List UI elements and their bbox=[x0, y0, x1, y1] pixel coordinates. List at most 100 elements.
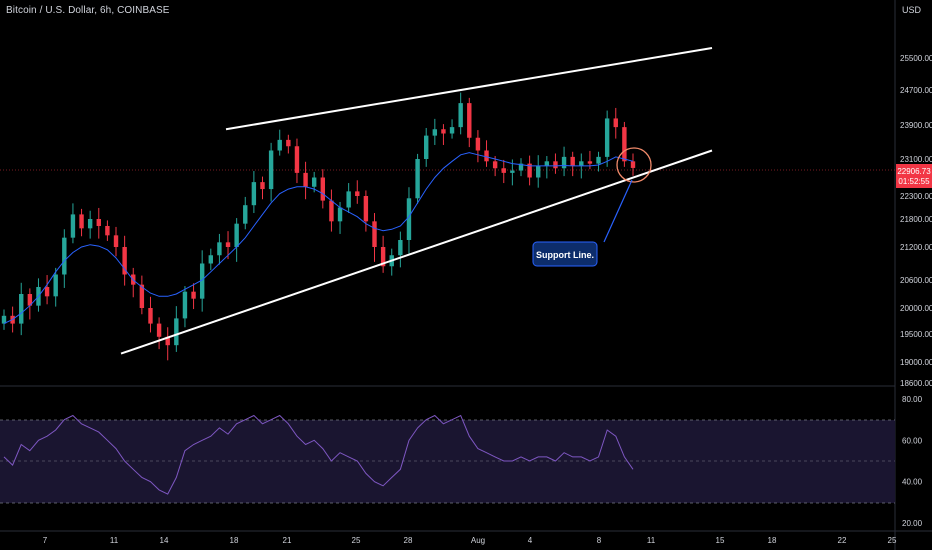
candle-body bbox=[475, 137, 481, 151]
time-tick-label: Aug bbox=[471, 536, 485, 545]
chart-title: Bitcoin / U.S. Dollar, 6h, COINBASE bbox=[6, 5, 170, 16]
time-axis-ticks: 7 11 14 18 21 25 28 Aug 4 8 11 15 18 22 25 bbox=[43, 536, 897, 545]
candle-body bbox=[251, 182, 257, 206]
candle-body bbox=[277, 139, 282, 151]
time-tick-label: 7 bbox=[43, 536, 48, 545]
bar-countdown: 01:52:55 bbox=[898, 177, 930, 186]
candle-body bbox=[268, 150, 274, 190]
candle-body bbox=[182, 291, 188, 319]
candle-body bbox=[174, 318, 179, 346]
rsi-tick-label: 80.00 bbox=[902, 395, 923, 404]
candle-body bbox=[208, 255, 213, 264]
candle-body bbox=[492, 161, 498, 169]
candle-body bbox=[363, 196, 369, 222]
price-tick-label: 22300.00 bbox=[900, 192, 932, 201]
candle-body bbox=[27, 294, 33, 306]
candle-body bbox=[148, 308, 153, 324]
candle-body bbox=[544, 161, 550, 166]
candle-body bbox=[587, 161, 593, 164]
rsi-tick-label: 20.00 bbox=[902, 519, 923, 528]
time-tick-label: 14 bbox=[160, 536, 169, 545]
candle-body bbox=[613, 118, 618, 128]
candle-body bbox=[630, 161, 636, 168]
candle-body bbox=[165, 336, 170, 346]
time-tick-label: 22 bbox=[838, 536, 847, 545]
candle-body bbox=[19, 294, 24, 324]
price-tick-label: 23100.00 bbox=[900, 155, 932, 164]
candle-body bbox=[518, 163, 524, 171]
price-tick-label: 23900.00 bbox=[900, 121, 932, 130]
rsi-axis-ticks: 80.00 60.00 40.00 20.00 bbox=[902, 395, 923, 528]
candle-body bbox=[105, 226, 110, 236]
support-trendline[interactable] bbox=[120, 149, 713, 355]
candle-body bbox=[441, 129, 446, 134]
candle-body bbox=[243, 205, 248, 224]
candle-body bbox=[596, 156, 601, 164]
candle-body bbox=[415, 159, 420, 199]
rsi-tick-label: 40.00 bbox=[902, 478, 923, 487]
candle-body bbox=[449, 127, 455, 134]
candle-body bbox=[355, 191, 360, 196]
candle-body bbox=[113, 235, 119, 247]
candle-body bbox=[311, 177, 317, 187]
candle-body bbox=[199, 263, 205, 299]
support-line-callout-text: Support Line. bbox=[536, 250, 594, 260]
candle-body bbox=[501, 168, 506, 173]
candle-body bbox=[156, 323, 162, 337]
candle-body bbox=[329, 200, 334, 222]
candle-body bbox=[510, 170, 515, 173]
time-tick-label: 25 bbox=[888, 536, 897, 545]
moving-average-line bbox=[3, 152, 634, 325]
candle-body bbox=[536, 165, 541, 178]
price-axis-ticks: 25500.00 24700.00 23900.00 23100.00 22300.00… bbox=[900, 54, 932, 388]
time-tick-label: 8 bbox=[597, 536, 602, 545]
resistance-trendline[interactable] bbox=[225, 47, 713, 131]
candle-body bbox=[570, 156, 575, 166]
time-tick-label: 15 bbox=[716, 536, 725, 545]
candle-body bbox=[303, 172, 308, 187]
candle-body bbox=[458, 103, 463, 128]
candle-body bbox=[139, 284, 145, 308]
candle-body bbox=[337, 207, 343, 222]
candle-body bbox=[484, 150, 489, 162]
callout-pointer bbox=[603, 179, 633, 243]
candle-body bbox=[294, 146, 300, 173]
price-tick-label: 19000.00 bbox=[900, 358, 932, 367]
candle-body bbox=[1, 315, 7, 324]
candle-body bbox=[553, 161, 558, 169]
candle-body bbox=[579, 161, 584, 166]
candle-body bbox=[44, 287, 50, 297]
candle-body bbox=[122, 247, 127, 275]
time-tick-label: 11 bbox=[647, 536, 656, 545]
candle-body bbox=[424, 135, 429, 159]
candle-body bbox=[191, 291, 196, 299]
current-price-badge bbox=[896, 164, 932, 188]
price-tick-label: 20600.00 bbox=[900, 276, 932, 285]
rsi-line bbox=[3, 414, 634, 495]
price-tick-label: 19500.00 bbox=[900, 330, 932, 339]
candle-body bbox=[62, 237, 67, 275]
candle-body bbox=[225, 242, 231, 247]
candle-body bbox=[406, 198, 412, 240]
candle-body bbox=[53, 274, 58, 297]
candle-body bbox=[79, 214, 84, 229]
candle-body bbox=[604, 118, 610, 157]
price-tick-label: 25500.00 bbox=[900, 54, 932, 63]
support-line-callout[interactable] bbox=[532, 241, 598, 267]
candle-body bbox=[372, 221, 377, 247]
candle-body bbox=[234, 223, 239, 247]
candle-body bbox=[260, 182, 265, 190]
candle-body bbox=[96, 219, 101, 226]
price-tick-label: 20000.00 bbox=[900, 304, 932, 313]
rsi-tick-label: 60.00 bbox=[902, 436, 923, 445]
support-touch-circle[interactable] bbox=[616, 147, 652, 183]
time-tick-label: 4 bbox=[528, 536, 533, 545]
time-tick-label: 28 bbox=[404, 536, 413, 545]
candle-body bbox=[286, 139, 291, 147]
candle-body bbox=[87, 219, 93, 229]
candle-body bbox=[320, 177, 326, 201]
candle-body bbox=[380, 247, 386, 267]
candlestick-series bbox=[1, 92, 636, 361]
candle-body bbox=[527, 163, 532, 178]
